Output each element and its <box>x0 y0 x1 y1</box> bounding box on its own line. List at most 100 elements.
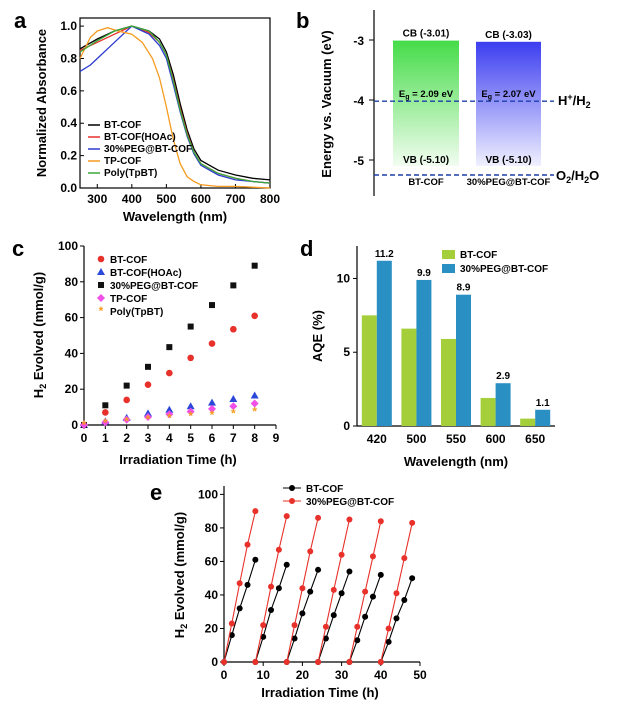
panel-label-d: d <box>300 236 313 261</box>
c-point-30-peg-bt-cof <box>209 302 215 309</box>
c-legend-label-bt-cof: BT-COF <box>110 255 147 266</box>
panel-a-frame <box>79 17 271 189</box>
c-legend-label-tp-cof: TP-COF <box>110 294 147 305</box>
peg-bt-cof-gap-label: Eg = 2.07 eV <box>481 89 536 101</box>
e-point-bt-cof <box>260 633 267 640</box>
e-point-30-peg-bt-cof <box>377 518 384 525</box>
e-cycle-line-bt-cof <box>254 564 288 663</box>
e-point-30-peg-bt-cof <box>244 541 251 548</box>
e-point-bt-cof <box>330 612 337 619</box>
d-bar-30-peg-bt-cof <box>456 294 471 426</box>
e-point-bt-cof <box>409 575 416 582</box>
e-point-30-peg-bt-cof <box>409 519 416 526</box>
e-point-30-peg-bt-cof <box>338 551 345 558</box>
e-point-bt-cof <box>307 588 314 595</box>
panel-label-c: c <box>12 236 24 261</box>
e-point-30-peg-bt-cof <box>228 620 235 627</box>
c-point-poly-tpbt: * <box>103 416 108 430</box>
c-point-bt-cof <box>123 396 130 404</box>
d-bar-value-label: 2.9 <box>496 371 510 382</box>
e-ytick-label: 60 <box>205 554 219 568</box>
e-point-bt-cof <box>354 637 361 644</box>
c-ytick-label: 100 <box>58 239 78 253</box>
e-point-bt-cof <box>244 581 251 588</box>
e-ytick-label: 20 <box>205 621 219 635</box>
e-xtick-label: 10 <box>257 668 271 682</box>
c-xtick-label: 6 <box>209 431 216 445</box>
e-point-bt-cof <box>275 585 282 592</box>
c-ytick-label: 40 <box>65 346 79 360</box>
a-xtick-label: 800 <box>260 192 280 206</box>
c-point-bt-cof-hoac <box>208 398 216 406</box>
c-legend-marker-bt-cof-hoac <box>97 268 105 275</box>
c-point-bt-cof <box>144 381 152 389</box>
e-point-bt-cof <box>385 638 392 645</box>
c-point-bt-cof-hoac <box>229 395 238 403</box>
e-legend-label-bt-cof: BT-COF <box>306 484 343 495</box>
e-legend-label-30-peg-bt-cof: 30%PEG@BT-COF <box>306 497 394 508</box>
panel-e: 0 20 40 60 80 100 0 10 20 30 40 50 BT-COF 30%PEG@BT… <box>172 484 427 700</box>
c-point-tp-cof <box>101 418 110 427</box>
d-bar-bt-cof <box>401 328 417 426</box>
c-legend-marker-tp-cof <box>97 294 105 302</box>
c-xtick-label: 3 <box>145 431 152 445</box>
e-xtick-label: 30 <box>335 668 349 682</box>
e-point-30-peg-bt-cof <box>346 659 353 665</box>
c-point-poly-tpbt: * <box>82 418 87 432</box>
c-point-30-peg-bt-cof <box>187 323 194 330</box>
e-legend-marker-bt-cof <box>289 485 295 491</box>
c-point-bt-cof-hoac <box>250 391 259 399</box>
e-point-30-peg-bt-cof <box>330 586 337 593</box>
c-point-tp-cof <box>186 407 195 416</box>
e-point-bt-cof <box>322 635 329 642</box>
e-point-30-peg-bt-cof <box>260 622 267 629</box>
d-bar-30-peg-bt-cof <box>535 409 551 426</box>
panel-a: 0.0 0.2 0.4 0.6 0.8 1.0 300 400 500 600 700 800 BT… <box>34 17 280 224</box>
c-point-poly-tpbt: * <box>167 411 172 425</box>
c-point-tp-cof <box>80 421 88 429</box>
c-legend-label-30-peg-bt-cof: 30%PEG@BT-COF <box>110 281 198 292</box>
c-point-tp-cof <box>208 404 216 413</box>
c-point-bt-cof-hoac <box>165 405 174 413</box>
e-point-30-peg-bt-cof <box>291 622 298 629</box>
panel-label-a: a <box>14 8 27 33</box>
c-xtick-label: 8 <box>251 431 258 445</box>
d-legend-swatch-30-peg-bt-cof <box>442 264 455 273</box>
panel-e-xlabel: Irradiation Time (h) <box>261 685 379 700</box>
a-xtick-label: 400 <box>122 192 142 206</box>
d-ytick-label: 10 <box>337 271 351 285</box>
bt-cof-cb-label: CB (-3.01) <box>403 29 450 40</box>
c-point-tp-cof <box>144 412 152 421</box>
c-point-30-peg-bt-cof <box>166 344 173 351</box>
e-point-30-peg-bt-cof <box>362 588 369 595</box>
a-series-30-peg-bt-cof <box>79 25 271 184</box>
e-point-bt-cof <box>362 613 369 620</box>
panel-b-ylabel: Energy vs. Vacuum (eV) <box>319 30 334 177</box>
peg-bt-cof-band-bar <box>476 41 541 166</box>
e-point-30-peg-bt-cof <box>315 514 322 521</box>
e-point-30-peg-bt-cof <box>221 659 227 665</box>
a-ytick-label: 0.4 <box>60 116 77 130</box>
c-point-bt-cof-hoac <box>186 402 195 410</box>
a-ytick-label: 0.0 <box>60 181 77 195</box>
a-ytick-label: 0.8 <box>60 51 77 65</box>
e-point-30-peg-bt-cof <box>252 659 259 665</box>
d-bar-value-label: 8.9 <box>457 283 471 294</box>
e-point-30-peg-bt-cof <box>252 508 259 515</box>
panel-a-xlabel: Wavelength (nm) <box>123 209 227 224</box>
h-plus-h2-label: H+/H2 <box>558 92 591 110</box>
c-point-30-peg-bt-cof <box>145 363 151 370</box>
b-ytick-label: -5 <box>353 154 364 168</box>
c-point-bt-cof <box>187 354 194 362</box>
c-ytick-label: 0 <box>71 418 78 432</box>
e-xtick-label: 0 <box>221 668 228 682</box>
c-point-30-peg-bt-cof <box>251 262 258 269</box>
d-bar-30-peg-bt-cof <box>495 383 511 426</box>
c-point-tp-cof <box>229 402 238 411</box>
c-point-poly-tpbt: * <box>146 413 151 427</box>
peg-bt-cof-vb-label: VB (-5.10) <box>485 155 531 166</box>
d-xtick-label: 500 <box>406 432 426 446</box>
c-point-30-peg-bt-cof <box>123 382 130 389</box>
peg-bt-cof-cb-label: CB (-3.03) <box>485 30 532 41</box>
